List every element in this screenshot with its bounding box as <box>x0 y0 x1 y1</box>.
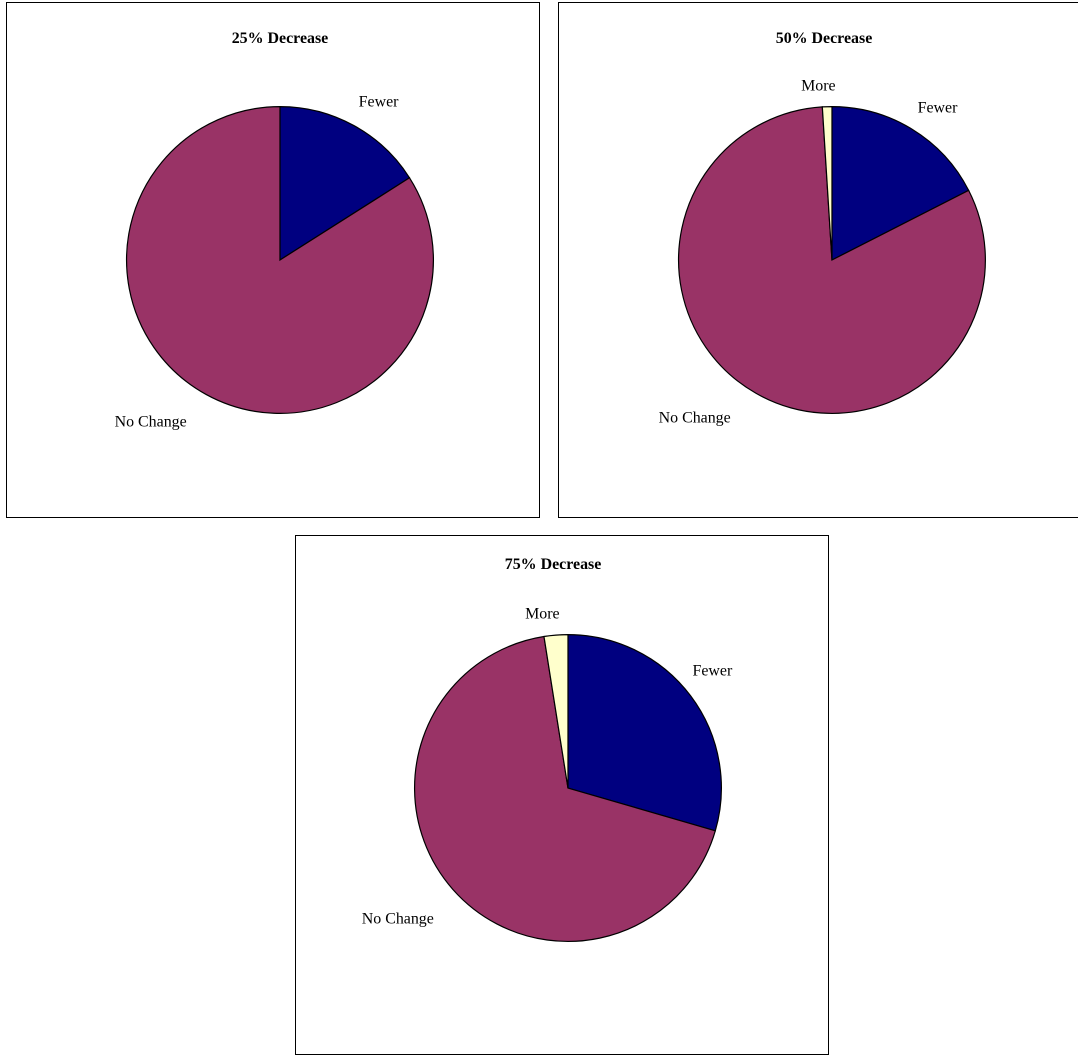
pie-chart-panel-75: 75% Decrease Fewer No Change More <box>295 535 829 1055</box>
slice-label-no-change: No Change <box>659 409 731 426</box>
pie-slices <box>413 634 722 943</box>
slice-label-more: More <box>801 78 836 95</box>
chart-title: 50% Decrease <box>776 30 873 47</box>
pie-chart-panel-50: 50% Decrease Fewer No Change More <box>558 2 1078 518</box>
slice-label-fewer: Fewer <box>692 662 732 679</box>
pie-chart-25: 25% Decrease Fewer No Change <box>115 30 434 430</box>
slice-label-fewer: Fewer <box>359 94 399 111</box>
pie-slice-fewer <box>567 634 722 832</box>
pie-slice-fewer <box>279 105 411 262</box>
pie-chart-panel-25: 25% Decrease Fewer No Change <box>6 2 540 518</box>
pie-chart-50: 50% Decrease Fewer No Change More <box>659 30 986 426</box>
pie-slices <box>126 105 434 415</box>
pie-chart-75: 75% Decrease Fewer No Change More <box>362 556 733 943</box>
chart-title: 75% Decrease <box>505 556 602 573</box>
pie-slices <box>678 105 986 414</box>
pie-slice-more <box>821 105 833 261</box>
pie-slice-no-change <box>413 635 717 943</box>
slice-label-no-change: No Change <box>115 413 187 430</box>
pie-slice-no-change <box>678 106 986 414</box>
chart-title: 25% Decrease <box>232 30 329 47</box>
slice-label-more: More <box>525 606 560 623</box>
slice-label-fewer: Fewer <box>918 100 958 117</box>
pie-slice-no-change <box>126 105 434 415</box>
pie-slice-more <box>543 634 569 789</box>
slice-label-no-change: No Change <box>362 911 434 928</box>
pie-slice-fewer <box>831 105 970 261</box>
